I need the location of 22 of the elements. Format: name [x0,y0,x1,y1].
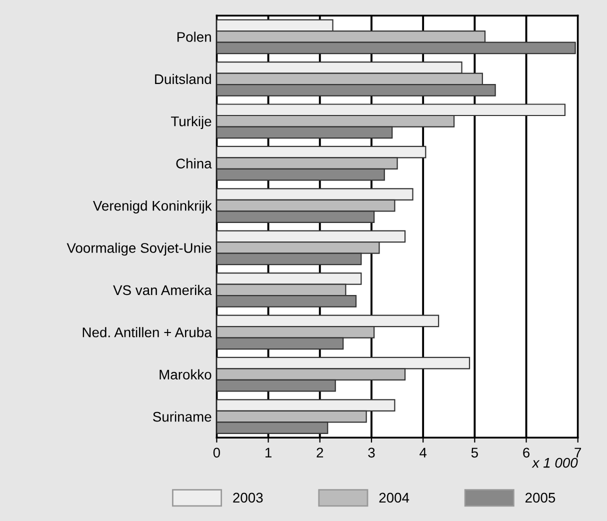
x-tick-label: 3 [368,448,375,458]
legend-label: 2004 [379,492,410,503]
legend-label: 2005 [525,492,556,503]
y-tick-label: Polen [177,32,211,42]
x-tick-label: 0 [213,448,220,458]
x-tick-label: 6 [523,448,530,458]
y-tick-label: Suriname [153,412,212,422]
y-tick-label: Marokko [160,369,212,380]
legend-label: 2003 [233,492,263,503]
x-axis-title: x 1 000 [532,458,578,468]
x-tick-label: 4 [420,448,427,458]
y-tick-label: Ned. Antillen + Aruba [82,327,212,338]
y-tick-label: Verenigd Koninkrijk [93,200,212,214]
y-tick-label: VS van Amerika [113,284,212,296]
y-tick-label: China [176,158,212,169]
y-tick-label: Voormalige Sovjet-Unie [66,242,212,256]
x-tick-label: 1 [265,448,272,458]
x-tick-label: 7 [574,448,582,458]
y-tick-label: Duitsland [155,74,211,84]
y-tick-label: Turkije [171,116,212,130]
x-tick-label: 5 [471,448,478,458]
x-tick-label: 2 [316,448,324,458]
